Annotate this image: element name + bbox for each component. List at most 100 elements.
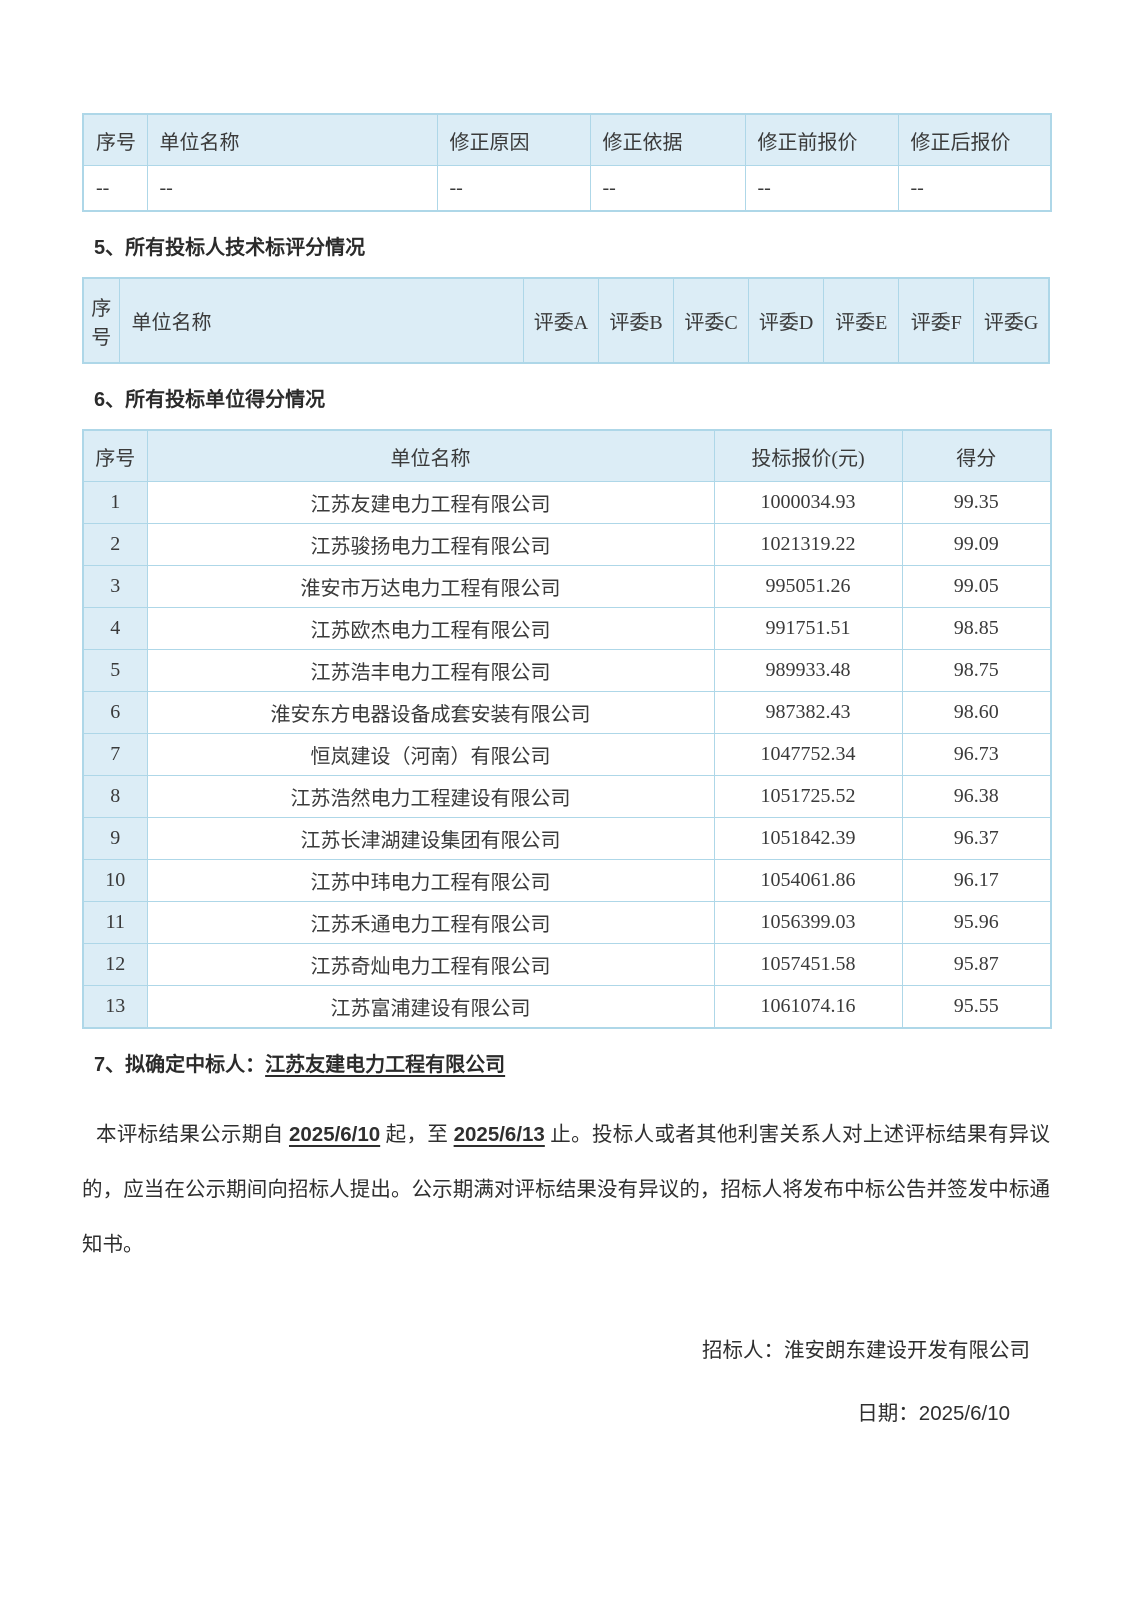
technical-header-judge-2: 评委C xyxy=(673,277,750,364)
score-row-company: 江苏浩然电力工程建设有限公司 xyxy=(146,775,715,818)
technical-header-judge-3: 评委D xyxy=(748,277,825,364)
score-row-seq: 1 xyxy=(82,481,148,524)
score-row-price: 987382.43 xyxy=(713,691,903,734)
correction-data-row: -- -- -- -- -- -- xyxy=(82,165,1052,212)
technical-header-judge-0: 评委A xyxy=(522,277,600,364)
scores-header-cell-0: 序号 xyxy=(82,429,148,482)
correction-table: 序号 单位名称 修正原因 修正依据 修正前报价 修正后报价 -- -- -- -- -- -- xyxy=(82,113,1052,212)
score-row-score: 98.75 xyxy=(901,649,1052,692)
notice-mid: 起，至 xyxy=(380,1124,454,1146)
score-row-company: 江苏长津湖建设集团有限公司 xyxy=(146,817,715,860)
score-row-price: 1000034.93 xyxy=(713,481,903,524)
score-row-price: 1047752.34 xyxy=(713,733,903,776)
score-row-company: 江苏骏扬电力工程有限公司 xyxy=(146,523,715,566)
score-row-score: 96.38 xyxy=(901,775,1052,818)
technical-table: 序号 单位名称 评委A 评委B 评委C 评委D 评委E 评委F 评委G xyxy=(82,277,1050,364)
scores-header-cell-1: 单位名称 xyxy=(146,429,715,482)
scores-header-row: 序号 单位名称 投标报价(元) 得分 xyxy=(82,429,1052,482)
score-row-price: 991751.51 xyxy=(713,607,903,650)
score-row-company: 江苏浩丰电力工程有限公司 xyxy=(146,649,715,692)
correction-header-cell-0: 序号 xyxy=(82,113,148,166)
score-row-score: 99.05 xyxy=(901,565,1052,608)
technical-header-judge-5: 评委F xyxy=(898,277,975,364)
score-row-score: 95.55 xyxy=(901,985,1052,1029)
score-row-8: 8 江苏浩然电力工程建设有限公司 1051725.52 96.38 xyxy=(82,775,1052,818)
section7-prefix: 7、拟确定中标人： xyxy=(94,1054,266,1076)
correction-data-cell-5: -- xyxy=(897,165,1052,212)
score-row-seq: 5 xyxy=(82,649,148,692)
score-row-price: 1051725.52 xyxy=(713,775,903,818)
score-row-13: 13 江苏富浦建设有限公司 1061074.16 95.55 xyxy=(82,985,1052,1029)
score-row-company: 江苏友建电力工程有限公司 xyxy=(146,481,715,524)
score-row-seq: 13 xyxy=(82,985,148,1029)
score-row-score: 98.60 xyxy=(901,691,1052,734)
score-row-seq: 7 xyxy=(82,733,148,776)
score-row-seq: 4 xyxy=(82,607,148,650)
score-row-3: 3 淮安市万达电力工程有限公司 995051.26 99.05 xyxy=(82,565,1052,608)
technical-header-name: 单位名称 xyxy=(118,277,524,364)
score-row-score: 96.17 xyxy=(901,859,1052,902)
score-row-4: 4 江苏欧杰电力工程有限公司 991751.51 98.85 xyxy=(82,607,1052,650)
score-row-score: 99.35 xyxy=(901,481,1052,524)
score-row-seq: 6 xyxy=(82,691,148,734)
score-row-score: 95.96 xyxy=(901,901,1052,944)
correction-header-cell-1: 单位名称 xyxy=(146,113,438,166)
score-row-price: 1021319.22 xyxy=(713,523,903,566)
score-row-9: 9 江苏长津湖建设集团有限公司 1051842.39 96.37 xyxy=(82,817,1052,860)
score-row-price: 1061074.16 xyxy=(713,985,903,1029)
document-content: 序号 单位名称 修正原因 修正依据 修正前报价 修正后报价 -- -- -- -- -- -- 5、… xyxy=(82,0,1052,1426)
score-row-11: 11 江苏禾通电力工程有限公司 1056399.03 95.96 xyxy=(82,901,1052,944)
score-row-seq: 11 xyxy=(82,901,148,944)
score-row-score: 96.73 xyxy=(901,733,1052,776)
section6-title: 6、所有投标单位得分情况 xyxy=(94,389,326,411)
score-row-price: 989933.48 xyxy=(713,649,903,692)
score-row-price: 995051.26 xyxy=(713,565,903,608)
score-row-seq: 3 xyxy=(82,565,148,608)
score-row-seq: 2 xyxy=(82,523,148,566)
scores-header-cell-2: 投标报价(元) xyxy=(713,429,903,482)
score-row-seq: 10 xyxy=(82,859,148,902)
correction-data-cell-2: -- xyxy=(436,165,591,212)
score-row-price: 1051842.39 xyxy=(713,817,903,860)
correction-data-cell-3: -- xyxy=(589,165,746,212)
score-row-company: 江苏奇灿电力工程有限公司 xyxy=(146,943,715,986)
correction-header-cell-3: 修正依据 xyxy=(589,113,746,166)
publicity-notice: 本评标结果公示期自 2025/6/10 起，至 2025/6/13 止。投标人或… xyxy=(82,1107,1050,1273)
score-row-company: 江苏富浦建设有限公司 xyxy=(146,985,715,1029)
score-row-company: 江苏中玮电力工程有限公司 xyxy=(146,859,715,902)
publicity-start-date: 2025/6/10 xyxy=(288,1123,381,1146)
score-row-seq: 8 xyxy=(82,775,148,818)
score-row-company: 江苏欧杰电力工程有限公司 xyxy=(146,607,715,650)
correction-data-cell-1: -- xyxy=(146,165,438,212)
winner-company-name: 江苏友建电力工程有限公司 xyxy=(265,1054,506,1076)
correction-header-cell-5: 修正后报价 xyxy=(897,113,1052,166)
score-row-5: 5 江苏浩丰电力工程有限公司 989933.48 98.75 xyxy=(82,649,1052,692)
score-row-score: 99.09 xyxy=(901,523,1052,566)
notice-tail: 止。投标人或者其他利害关系人对上述评标结果有异议的，应当在公示期间向招标人提出。… xyxy=(82,1124,1051,1256)
section7-title: 7、拟确定中标人：江苏友建电力工程有限公司 xyxy=(94,1053,1050,1077)
correction-data-cell-0: -- xyxy=(82,165,148,212)
score-row-company: 江苏禾通电力工程有限公司 xyxy=(146,901,715,944)
score-row-6: 6 淮安东方电器设备成套安装有限公司 987382.43 98.60 xyxy=(82,691,1052,734)
scores-header-cell-3: 得分 xyxy=(901,429,1052,482)
score-row-2: 2 江苏骏扬电力工程有限公司 1021319.22 99.09 xyxy=(82,523,1052,566)
score-row-price: 1057451.58 xyxy=(713,943,903,986)
score-row-12: 12 江苏奇灿电力工程有限公司 1057451.58 95.87 xyxy=(82,943,1052,986)
correction-header-cell-2: 修正原因 xyxy=(436,113,591,166)
score-row-score: 95.87 xyxy=(901,943,1052,986)
technical-header-judge-1: 评委B xyxy=(597,277,675,364)
publicity-end-date: 2025/6/13 xyxy=(453,1123,545,1146)
date-line: 日期：2025/6/10 xyxy=(82,1396,1050,1426)
scores-table: 序号 单位名称 投标报价(元) 得分 1 江苏友建电力工程有限公司 1000034.93 9… xyxy=(82,429,1052,1029)
correction-data-cell-4: -- xyxy=(744,165,899,212)
score-row-seq: 12 xyxy=(82,943,148,986)
tenderer-line: 招标人：淮安朗东建设开发有限公司 xyxy=(702,1340,1030,1362)
score-row-company: 淮安市万达电力工程有限公司 xyxy=(146,565,715,608)
technical-header-judge-6: 评委G xyxy=(973,277,1050,364)
score-row-price: 1054061.86 xyxy=(713,859,903,902)
section5-title: 5、所有投标人技术标评分情况 xyxy=(94,237,366,259)
score-row-company: 淮安东方电器设备成套安装有限公司 xyxy=(146,691,715,734)
scores-table-body: 1 江苏友建电力工程有限公司 1000034.93 99.35 2 江苏骏扬电力工程有限公… xyxy=(82,481,1052,1029)
score-row-1: 1 江苏友建电力工程有限公司 1000034.93 99.35 xyxy=(82,481,1052,524)
